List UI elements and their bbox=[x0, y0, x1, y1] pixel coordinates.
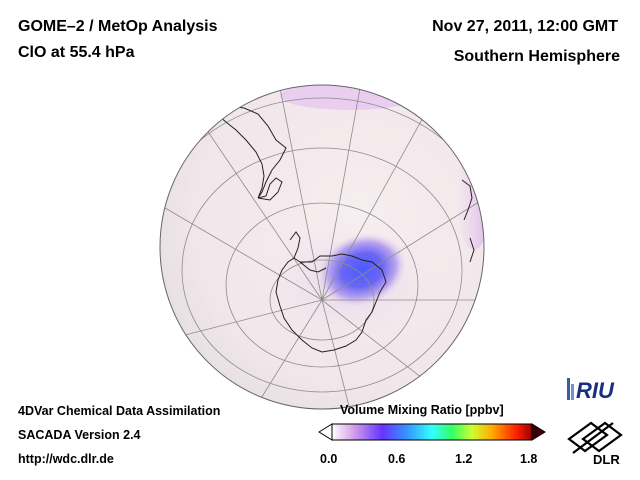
colorbar-title: Volume Mixing Ratio [ppbv] bbox=[340, 403, 504, 417]
colorbar bbox=[318, 423, 546, 441]
species-label: ClO at 55.4 hPa bbox=[18, 44, 135, 61]
globe-outline bbox=[159, 84, 485, 410]
website-link[interactable]: http://wdc.dlr.de bbox=[18, 452, 114, 466]
map-title: GOME–2 / MetOp Analysis bbox=[18, 18, 218, 35]
colorbar-tick: 1.2 bbox=[455, 452, 473, 466]
dlr-logo: DLR bbox=[567, 421, 623, 467]
riu-logo-text: RIU bbox=[576, 378, 615, 403]
colorbar-tick: 1.8 bbox=[520, 452, 538, 466]
colorbar-tick: 0.0 bbox=[320, 452, 338, 466]
dlr-logo-text: DLR bbox=[593, 452, 620, 467]
coastlines bbox=[213, 105, 475, 353]
colorbar-high-arrow bbox=[531, 423, 546, 441]
system-line-1: 4DVar Chemical Data Assimilation bbox=[18, 404, 221, 418]
datetime-label: Nov 27, 2011, 12:00 GMT bbox=[432, 18, 618, 35]
region-label: Southern Hemisphere bbox=[453, 48, 620, 65]
colorbar-ramp bbox=[331, 423, 533, 441]
system-line-2: SACADA Version 2.4 bbox=[18, 428, 141, 442]
graticule bbox=[160, 87, 484, 409]
colorbar-tick: 0.6 bbox=[388, 452, 406, 466]
riu-logo: RIU bbox=[567, 378, 615, 403]
colorbar-low-arrow bbox=[318, 423, 333, 441]
